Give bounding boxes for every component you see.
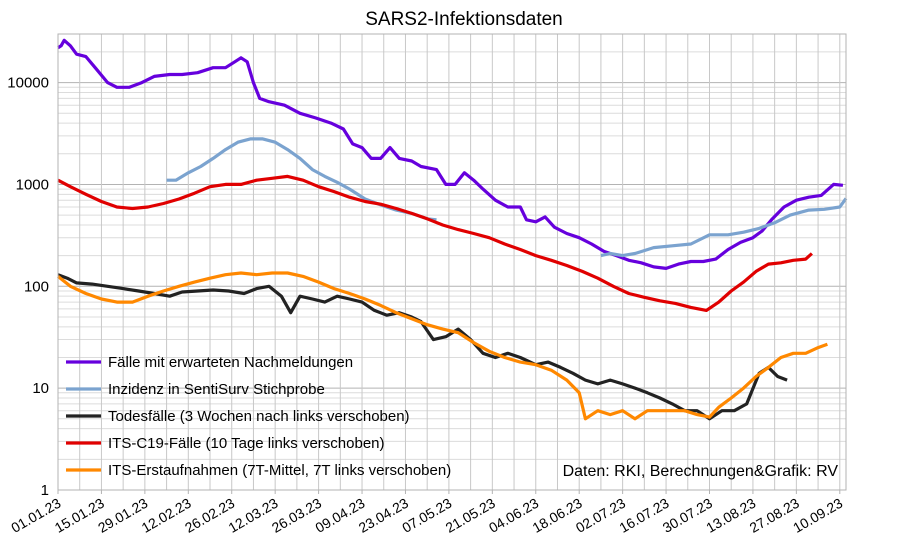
- y-tick-label: 100: [24, 278, 49, 295]
- grid: [57, 33, 846, 491]
- y-tick-label: 1000: [16, 176, 49, 193]
- y-tick-label: 10000: [7, 75, 49, 92]
- chart-title: SARS2-Infektionsdaten: [365, 9, 563, 30]
- series-line-5: [57, 271, 828, 421]
- y-tick-label: 10: [32, 380, 49, 397]
- series-lines: [57, 38, 848, 421]
- x-tick-label: 10.09.23: [790, 495, 845, 536]
- legend-label: Fälle mit erwarteten Nachmeldungen: [108, 354, 353, 371]
- y-tick-label: 1: [41, 482, 49, 499]
- series-line-0: [57, 38, 844, 270]
- legend-label: ITS-C19-Fälle (10 Tage links verschoben): [108, 435, 385, 452]
- series-line-4: [57, 174, 813, 312]
- source-annotation: Daten: RKI, Berechnungen&Grafik: RV: [563, 463, 839, 480]
- legend: Fälle mit erwarteten Nachmeldungen Inzide…: [66, 354, 451, 479]
- legend-label: Todesfälle (3 Wochen nach links verschob…: [108, 408, 410, 425]
- plot-border: [57, 33, 847, 491]
- legend-label: ITS-Erstaufnahmen (7T-Mittel, 7T links v…: [108, 462, 451, 479]
- legend-label: Inzidenz in SentiSurv Stichprobe: [108, 381, 325, 398]
- series-line-3: [57, 273, 788, 421]
- series-line-2: [600, 197, 848, 258]
